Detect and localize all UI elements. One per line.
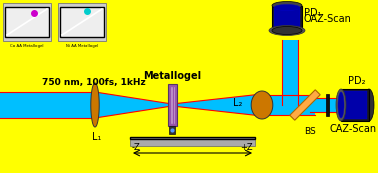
Ellipse shape <box>364 89 374 121</box>
FancyBboxPatch shape <box>169 126 175 134</box>
Ellipse shape <box>272 26 302 34</box>
FancyBboxPatch shape <box>3 3 51 41</box>
Text: CAZ-Scan: CAZ-Scan <box>330 124 376 134</box>
FancyBboxPatch shape <box>343 91 367 119</box>
Polygon shape <box>251 91 273 119</box>
Polygon shape <box>91 83 99 127</box>
Polygon shape <box>290 90 320 120</box>
FancyBboxPatch shape <box>167 84 177 126</box>
Polygon shape <box>95 92 172 118</box>
Text: Metallogel: Metallogel <box>143 71 201 81</box>
Text: L₂: L₂ <box>233 98 243 108</box>
Polygon shape <box>262 95 315 115</box>
Ellipse shape <box>338 92 344 118</box>
Text: Ni AA Metallogel: Ni AA Metallogel <box>66 44 98 48</box>
Text: PD₂: PD₂ <box>348 76 366 86</box>
Text: Co AA Metallogel: Co AA Metallogel <box>10 44 44 48</box>
FancyBboxPatch shape <box>274 7 300 29</box>
FancyBboxPatch shape <box>5 7 49 37</box>
Text: -Z: -Z <box>132 143 141 152</box>
FancyBboxPatch shape <box>341 89 369 121</box>
Text: +Z: +Z <box>240 143 253 152</box>
FancyBboxPatch shape <box>272 6 302 30</box>
Text: PD₁: PD₁ <box>304 7 322 17</box>
Polygon shape <box>172 94 262 116</box>
FancyBboxPatch shape <box>325 94 328 116</box>
FancyBboxPatch shape <box>130 137 255 146</box>
Ellipse shape <box>336 89 346 121</box>
Text: BS: BS <box>304 127 316 136</box>
Text: L₁: L₁ <box>92 132 102 142</box>
Text: OAZ-Scan: OAZ-Scan <box>304 15 352 25</box>
Polygon shape <box>0 92 95 118</box>
FancyBboxPatch shape <box>130 137 255 139</box>
Polygon shape <box>310 98 337 112</box>
Ellipse shape <box>274 4 300 11</box>
Ellipse shape <box>272 2 302 10</box>
Polygon shape <box>282 40 298 105</box>
FancyBboxPatch shape <box>60 7 104 37</box>
FancyBboxPatch shape <box>58 3 106 41</box>
Ellipse shape <box>269 25 305 35</box>
Text: 750 nm, 100fs, 1kHz: 750 nm, 100fs, 1kHz <box>42 78 146 87</box>
